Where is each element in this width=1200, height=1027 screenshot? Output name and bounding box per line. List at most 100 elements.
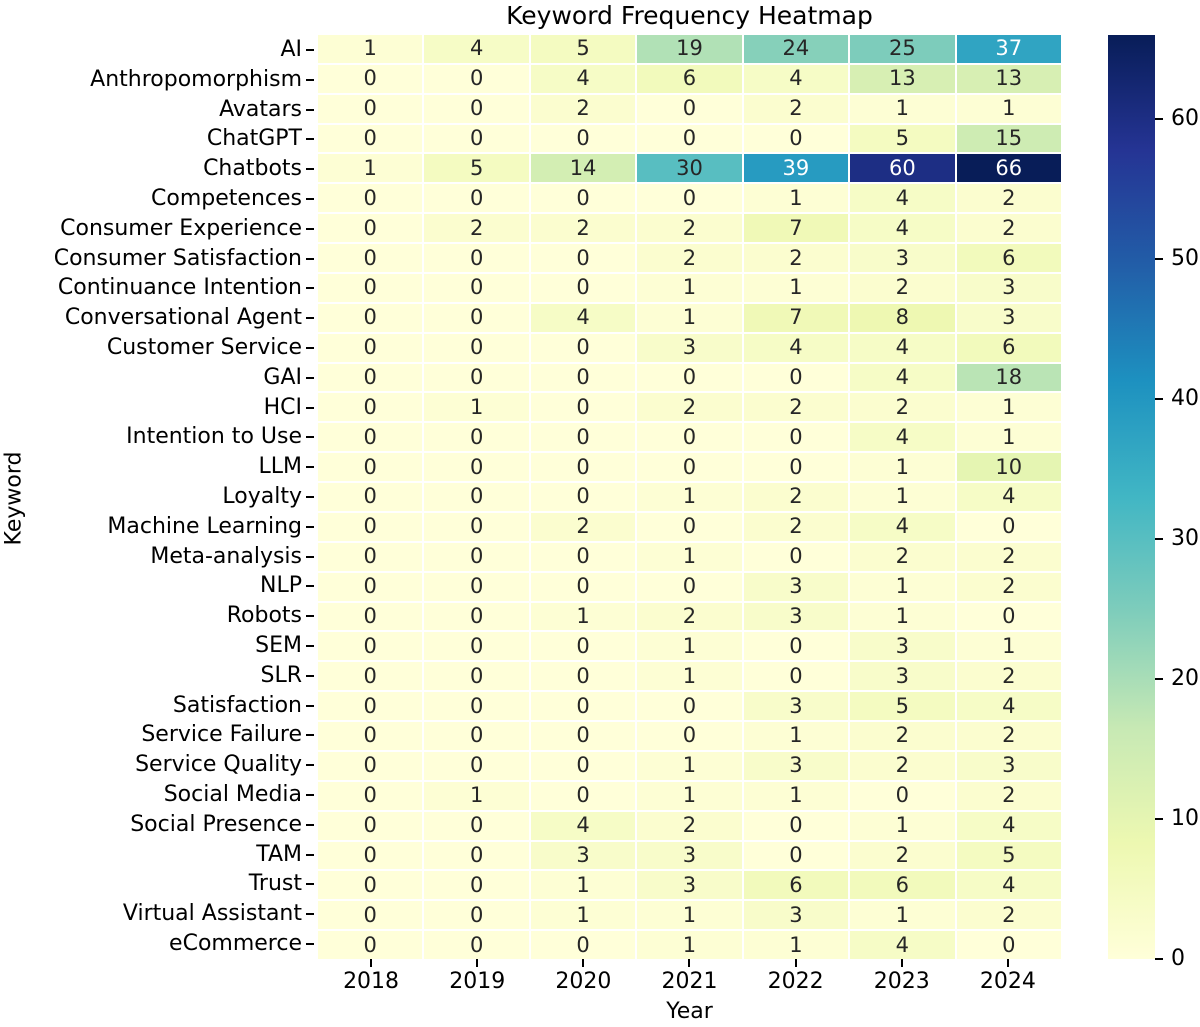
heatmap-cell: 1: [956, 632, 1061, 661]
colorbar-tick-mark: [1155, 118, 1163, 120]
y-tick-mark: [306, 273, 314, 303]
y-tick-mark: [306, 154, 314, 184]
heatmap-cell: 0: [637, 453, 742, 482]
heatmap-cell: 0: [318, 363, 423, 392]
heatmap-cell: 0: [318, 512, 423, 541]
heatmap-cell: 0: [637, 94, 742, 123]
heatmap-cell: 0: [318, 184, 423, 213]
heatmap-cell: 1: [850, 453, 955, 482]
row-label: SLR: [260, 662, 302, 688]
heatmap-cell: 0: [743, 363, 849, 392]
heatmap-cell: 1: [637, 662, 742, 691]
heatmap-cell: 1: [424, 781, 529, 810]
y-tick-mark: [306, 512, 314, 542]
row-label: Service Failure: [141, 722, 302, 748]
x-tick-label: 2024: [979, 969, 1036, 994]
y-tick-mark: [306, 244, 314, 274]
heatmap-cell: 0: [424, 303, 529, 332]
x-tick-mark: [636, 959, 742, 967]
colorbar-tick-label: 50: [1171, 246, 1199, 271]
heatmap-cell: 0: [850, 781, 955, 810]
y-tick-mark: [306, 303, 314, 333]
heatmap-cell: 13: [850, 64, 955, 93]
heatmap-cell: 6: [850, 871, 955, 900]
heatmap-cell: 2: [637, 602, 742, 631]
heatmap-cell: 1: [850, 483, 955, 511]
heatmap-cell: 0: [318, 303, 423, 332]
heatmap-cell: 0: [637, 184, 742, 213]
heatmap-cell: 2: [956, 781, 1061, 810]
heatmap-cell: 13: [956, 64, 1061, 93]
heatmap-cell: 0: [743, 841, 849, 870]
row-label: Social Presence: [130, 811, 302, 837]
row-label: Anthropomorphism: [90, 66, 302, 92]
heatmap-cell: 1: [743, 781, 849, 810]
heatmap-cell: 0: [318, 453, 423, 482]
heatmap-cell: 4: [850, 931, 955, 959]
row-label: Social Media: [163, 782, 302, 808]
heatmap-cell: 0: [424, 722, 529, 750]
heatmap-cell: 1: [318, 35, 423, 63]
heatmap-cell: 3: [743, 602, 849, 631]
heatmap-cell: 0: [318, 572, 423, 601]
heatmap-cell: 0: [318, 124, 423, 153]
heatmap-cell: 0: [956, 512, 1061, 541]
heatmap-grid: 1 4 5 19 24 25 37 0 0 4 6 4 13 13 0 0 2 0 2 1 1 0 0 0 0 0 5 15 1 5 14 3…: [318, 35, 1061, 959]
y-tick-mark: [306, 35, 314, 65]
heatmap-cell: 0: [318, 333, 423, 362]
heatmap-cell: 3: [637, 841, 742, 870]
heatmap-cell: 0: [318, 871, 423, 900]
heatmap-cell: 0: [530, 363, 636, 392]
heatmap-cell: 0: [530, 483, 636, 511]
colorbar-tick-mark: [1155, 398, 1163, 400]
heatmap-cell: 0: [424, 692, 529, 721]
heatmap-cell: 2: [850, 393, 955, 422]
x-tick-label: 2023: [873, 969, 930, 994]
heatmap-cell: 0: [956, 931, 1061, 959]
heatmap-cell: 2: [956, 214, 1061, 243]
y-tick-mark: [306, 95, 314, 125]
heatmap-cell: 0: [637, 692, 742, 721]
y-tick-mark: [306, 184, 314, 214]
row-label: Robots: [226, 603, 302, 629]
y-tick-mark: [306, 124, 314, 154]
heatmap-cell: 1: [956, 94, 1061, 123]
colorbar: [1108, 35, 1155, 959]
heatmap-cell: 2: [850, 751, 955, 780]
heatmap-cell: 0: [530, 393, 636, 422]
row-label: Trust: [248, 871, 302, 897]
heatmap-cell: 0: [530, 124, 636, 153]
heatmap-cell: 0: [318, 811, 423, 840]
row-label: TAM: [256, 841, 302, 867]
heatmap-cell: 2: [850, 273, 955, 302]
heatmap-cell: 0: [637, 722, 742, 750]
heatmap-cell: 0: [424, 273, 529, 302]
heatmap-cell: 0: [424, 453, 529, 482]
heatmap-cell: 4: [956, 811, 1061, 840]
x-tick-label: 2019: [449, 969, 506, 994]
heatmap-cell: 0: [424, 124, 529, 153]
heatmap-cell: 3: [850, 244, 955, 272]
heatmap-cell: 1: [530, 901, 636, 930]
x-tick-mark: [955, 959, 1061, 967]
heatmap-cell: 3: [956, 751, 1061, 780]
row-label: Consumer Satisfaction: [53, 245, 302, 271]
heatmap-cell: 2: [637, 214, 742, 243]
heatmap-cell: 2: [956, 722, 1061, 750]
heatmap-cell: 2: [637, 811, 742, 840]
heatmap-cell: 3: [850, 632, 955, 661]
heatmap-cell: 0: [637, 363, 742, 392]
y-tick-mark: [306, 572, 314, 602]
heatmap-cell: 1: [637, 273, 742, 302]
heatmap-cell: 2: [530, 94, 636, 123]
y-tick-mark: [306, 840, 314, 870]
row-label: Continuance Intention: [57, 275, 302, 301]
heatmap-cell: 5: [424, 154, 529, 183]
heatmap-cell: 0: [318, 692, 423, 721]
heatmap-cell: 66: [956, 154, 1061, 183]
heatmap-cell: 4: [850, 333, 955, 362]
row-label: ChatGPT: [206, 126, 302, 152]
heatmap-cell: 1: [637, 901, 742, 930]
heatmap-cell: 0: [530, 453, 636, 482]
